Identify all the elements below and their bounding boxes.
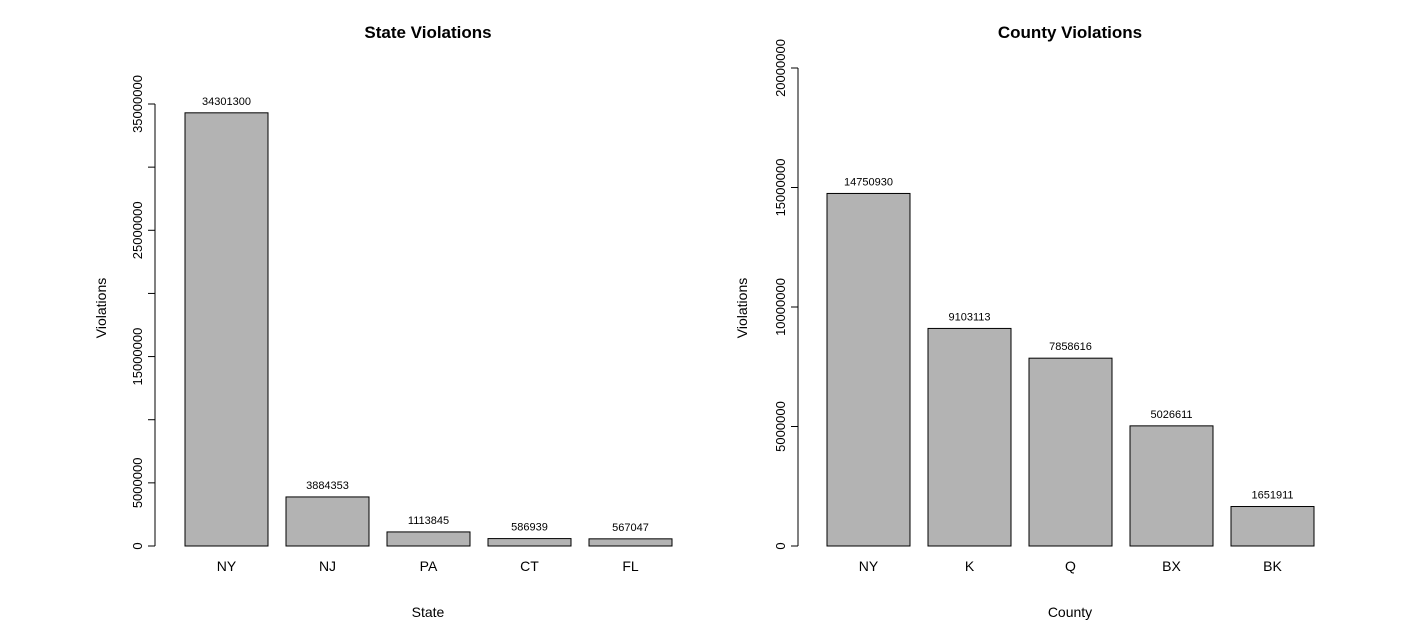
- bar-fl: [588, 538, 673, 547]
- state-violations-chart: State Violations State Violations 0 50000…: [93, 23, 673, 620]
- y-tick-label: 15000000: [773, 159, 788, 217]
- y-axis: 0 5000000 10000000 15000000 20000000: [773, 39, 799, 550]
- bar-pa: [386, 531, 471, 547]
- data-label: 9103113: [948, 311, 990, 323]
- chart-title: County Violations: [998, 23, 1142, 42]
- x-category-label: K: [965, 558, 975, 574]
- x-category-label: PA: [420, 558, 438, 574]
- data-label: 567047: [612, 522, 649, 534]
- y-tick-label: 15000000: [130, 328, 145, 386]
- x-category-label: Q: [1065, 558, 1076, 574]
- data-label: 1651911: [1251, 490, 1293, 502]
- y-axis: 0 5000000 15000000 25000000 35000000: [130, 75, 156, 550]
- data-label: 586939: [511, 522, 548, 534]
- bar-bk: [1230, 506, 1315, 547]
- bar-q: [1028, 357, 1113, 547]
- y-tick-label: 35000000: [130, 75, 145, 133]
- x-axis-label: State: [412, 604, 445, 620]
- data-label: 3884353: [306, 480, 349, 492]
- county-violations-chart: County Violations County Violations 0 500…: [734, 23, 1315, 620]
- bar-ct: [487, 538, 572, 547]
- y-axis-label: Violations: [93, 278, 109, 338]
- x-category-label: NY: [859, 558, 879, 574]
- x-axis-label: County: [1048, 604, 1092, 620]
- y-tick-label: 25000000: [130, 201, 145, 259]
- x-category-label: NY: [217, 558, 237, 574]
- x-category-label: CT: [520, 558, 539, 574]
- bar-k: [927, 327, 1012, 547]
- y-tick-label: 0: [773, 542, 788, 549]
- data-label: 14750930: [844, 176, 893, 188]
- bars: 14750930 NY 9103113 K 7858616 Q 5026611 BX 16519…: [826, 176, 1315, 574]
- y-axis-label: Violations: [734, 278, 750, 338]
- data-label: 5026611: [1150, 409, 1192, 421]
- y-tick-label: 5000000: [773, 401, 788, 452]
- y-tick-label: 10000000: [773, 278, 788, 336]
- x-category-label: NJ: [319, 558, 336, 574]
- y-tick-label: 20000000: [773, 39, 788, 97]
- y-tick-label: 5000000: [130, 458, 145, 509]
- data-label: 34301300: [202, 96, 251, 108]
- bar-ny: [826, 192, 911, 547]
- data-label: 1113845: [408, 515, 449, 527]
- chart-title: State Violations: [364, 23, 491, 42]
- bar-nj: [285, 496, 370, 547]
- x-category-label: BK: [1263, 558, 1282, 574]
- bars: 34301300 NY 3884353 NJ 1113845 PA 586939 CT 5670…: [184, 96, 673, 574]
- bar-bx: [1129, 425, 1214, 547]
- bar-ny: [184, 112, 269, 547]
- x-category-label: FL: [622, 558, 639, 574]
- y-tick-label: 0: [130, 542, 145, 549]
- x-category-label: BX: [1162, 558, 1181, 574]
- data-label: 7858616: [1049, 341, 1092, 353]
